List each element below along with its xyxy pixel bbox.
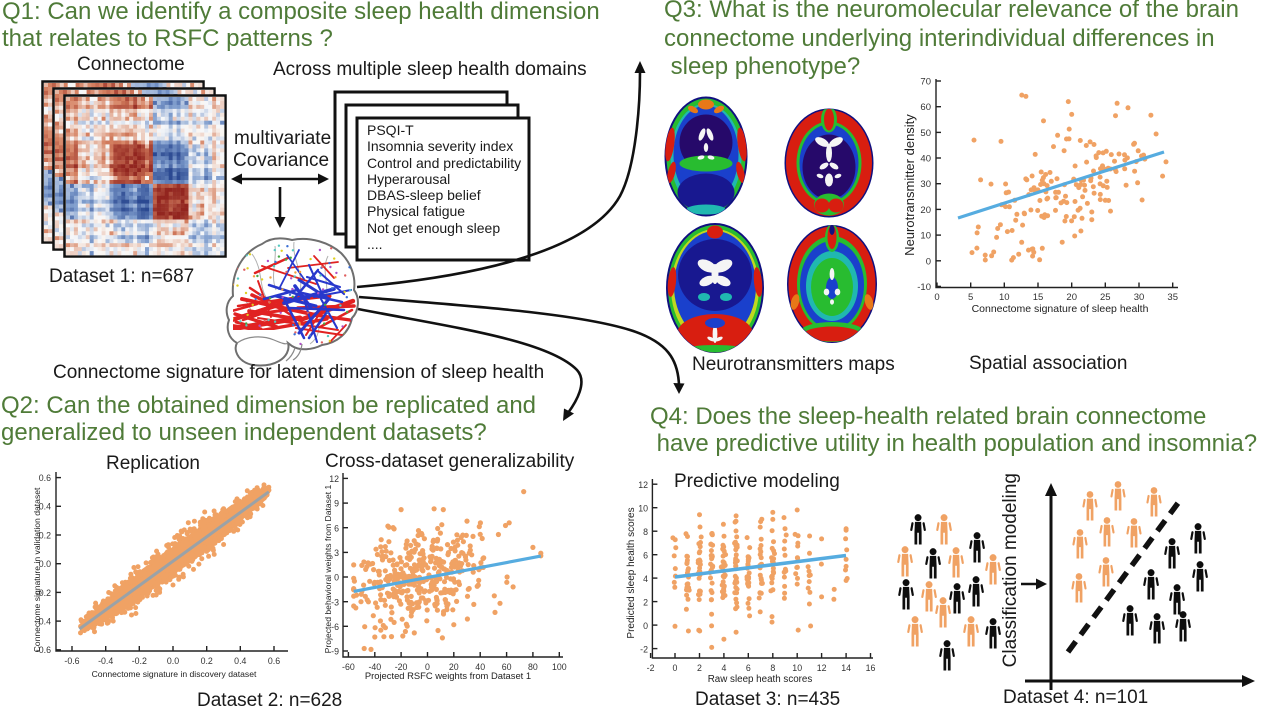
svg-text:10: 10	[792, 663, 802, 673]
svg-text:-3: -3	[331, 597, 339, 607]
svg-text:5: 5	[968, 292, 973, 303]
svg-text:Projected RSFC weights from Da: Projected RSFC weights from Dataset 1	[365, 670, 531, 681]
svg-text:10: 10	[638, 504, 648, 514]
svg-text:9: 9	[334, 499, 339, 509]
svg-text:4: 4	[721, 663, 726, 673]
svg-text:-0.2: -0.2	[132, 656, 147, 666]
svg-text:-0.2: -0.2	[36, 588, 51, 598]
svg-text:70: 70	[920, 77, 931, 88]
svg-text:6: 6	[643, 551, 648, 561]
svg-text:0.2: 0.2	[201, 656, 213, 666]
svg-text:25: 25	[1100, 292, 1111, 303]
svg-text:20: 20	[1066, 292, 1077, 303]
svg-text:0: 0	[934, 292, 939, 303]
svg-text:Connectome signature of sleep: Connectome signature of sleep health	[972, 303, 1149, 315]
svg-text:8: 8	[643, 527, 648, 537]
svg-text:-9: -9	[331, 647, 339, 657]
svg-text:Projected behavioral weights f: Projected behavioral weights from Datase…	[323, 484, 333, 653]
svg-text:Predicted sleep health scores: Predicted sleep health scores	[626, 507, 637, 638]
svg-text:0: 0	[673, 663, 678, 673]
svg-text:16: 16	[866, 663, 876, 673]
svg-text:0: 0	[643, 621, 648, 631]
svg-text:-40: -40	[368, 662, 381, 672]
svg-text:0.2: 0.2	[39, 530, 51, 540]
svg-text:0.4: 0.4	[39, 502, 51, 512]
svg-text:35: 35	[1167, 292, 1178, 303]
svg-text:14: 14	[841, 663, 851, 673]
svg-text:-6: -6	[331, 622, 339, 632]
svg-text:15: 15	[1033, 292, 1044, 303]
svg-text:30: 30	[920, 179, 931, 190]
svg-text:0: 0	[425, 662, 430, 672]
svg-text:-10: -10	[917, 282, 931, 293]
svg-text:-2: -2	[640, 644, 648, 654]
svg-text:40: 40	[475, 662, 485, 672]
svg-text:60: 60	[502, 662, 512, 672]
svg-text:0: 0	[334, 573, 339, 583]
svg-text:2: 2	[697, 663, 702, 673]
svg-text:Neurotransmitter density: Neurotransmitter density	[902, 114, 917, 256]
svg-text:0.0: 0.0	[167, 656, 179, 666]
svg-text:-0.6: -0.6	[64, 656, 79, 666]
svg-text:Raw sleep heath scores: Raw sleep heath scores	[708, 674, 813, 685]
svg-text:100: 100	[552, 662, 567, 672]
svg-text:0.0: 0.0	[39, 559, 51, 569]
svg-text:20: 20	[920, 205, 931, 216]
svg-text:6: 6	[334, 523, 339, 533]
svg-text:10: 10	[999, 292, 1010, 303]
svg-text:0: 0	[926, 256, 931, 267]
svg-text:50: 50	[920, 128, 931, 139]
svg-text:-60: -60	[342, 662, 355, 672]
svg-text:-0.4: -0.4	[98, 656, 113, 666]
svg-text:0.6: 0.6	[268, 656, 280, 666]
svg-text:Connectome signature in valida: Connectome signature in validation datas…	[32, 487, 42, 652]
svg-text:4: 4	[643, 574, 648, 584]
svg-text:-2: -2	[647, 663, 655, 673]
svg-text:80: 80	[528, 662, 538, 672]
svg-text:40: 40	[920, 154, 931, 165]
svg-text:0.6: 0.6	[39, 473, 51, 483]
svg-text:10: 10	[920, 231, 931, 242]
svg-text:-0.4: -0.4	[36, 617, 51, 627]
svg-text:3: 3	[334, 548, 339, 558]
svg-text:12: 12	[329, 474, 339, 484]
svg-text:12: 12	[817, 663, 827, 673]
svg-text:2: 2	[643, 597, 648, 607]
svg-text:60: 60	[920, 102, 931, 113]
svg-text:0.4: 0.4	[234, 656, 246, 666]
svg-text:-20: -20	[395, 662, 408, 672]
svg-text:-0.6: -0.6	[36, 645, 51, 655]
svg-text:20: 20	[449, 662, 459, 672]
svg-text:8: 8	[770, 663, 775, 673]
svg-text:Connectome signature in discov: Connectome signature in discovery datase…	[92, 669, 257, 679]
svg-text:6: 6	[746, 663, 751, 673]
svg-text:30: 30	[1134, 292, 1145, 303]
svg-text:12: 12	[638, 480, 648, 490]
